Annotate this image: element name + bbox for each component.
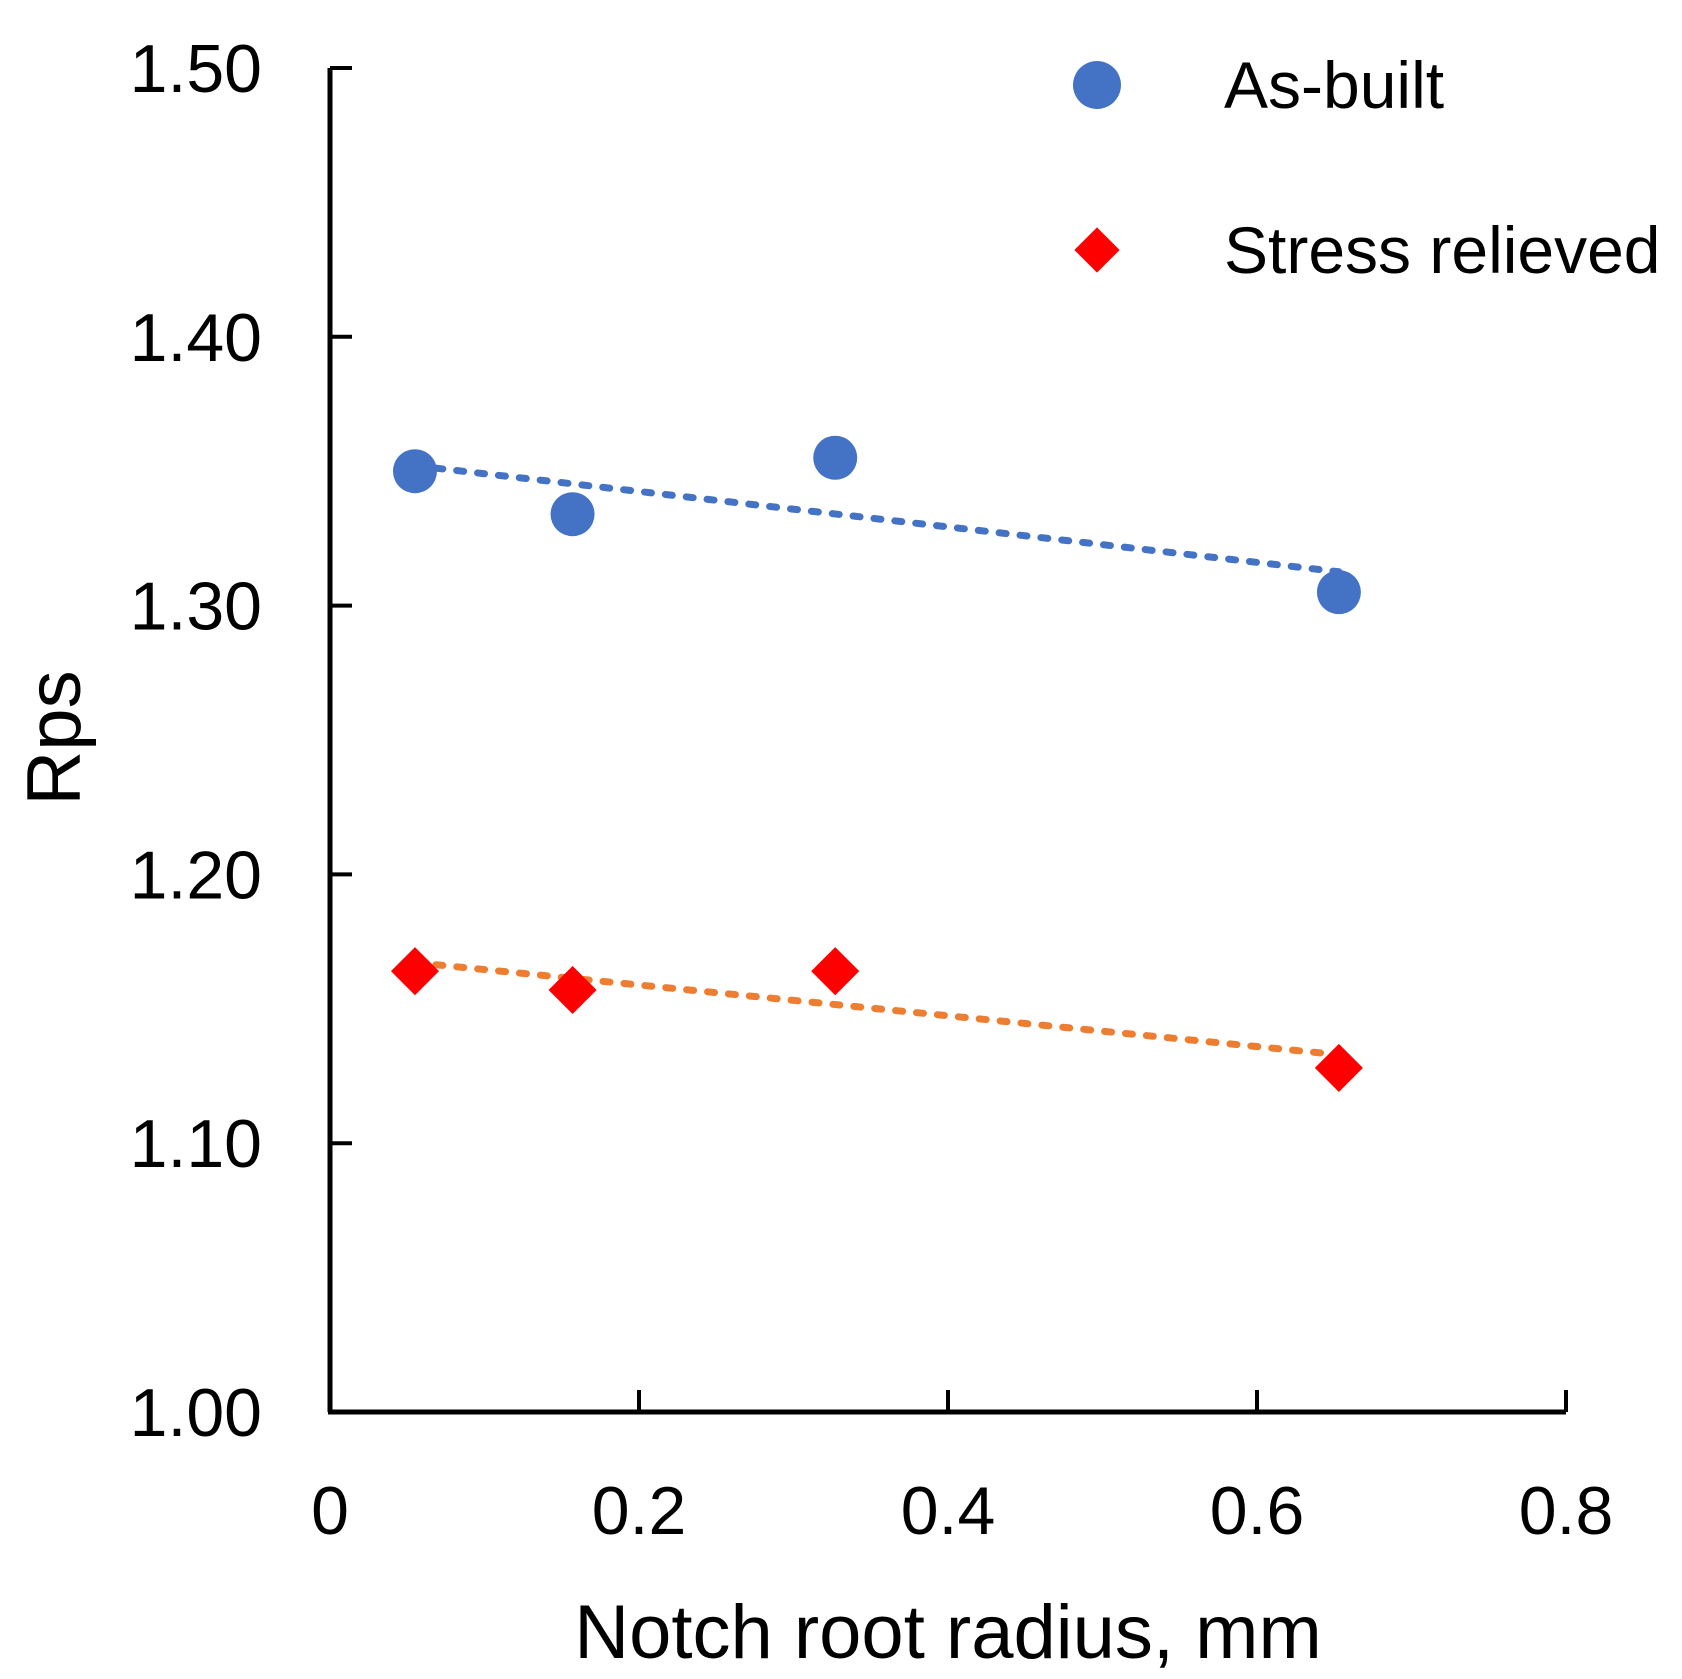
- y-axis-title: Rps: [12, 670, 97, 805]
- x-axis-title: Notch root radius, mm: [574, 1590, 1322, 1675]
- legend-label-stress-relieved: Stress relieved: [1224, 213, 1661, 287]
- y-tick-label: 1.30: [130, 569, 262, 645]
- data-points: [390, 435, 1363, 1092]
- data-point-as-built: [550, 492, 595, 537]
- x-tick-label: 0: [311, 1473, 349, 1549]
- data-point-as-built: [1316, 570, 1361, 615]
- x-tick-label: 0.4: [901, 1473, 996, 1549]
- data-point-stress-relieved: [811, 947, 860, 996]
- x-tick-label: 0.6: [1210, 1473, 1305, 1549]
- x-tick-label: 0.8: [1519, 1473, 1614, 1549]
- legend: As-built Stress relieved: [1073, 48, 1661, 287]
- data-point-as-built: [392, 449, 437, 494]
- data-point-stress-relieved: [548, 965, 597, 1015]
- data-point-as-built: [813, 435, 858, 480]
- data-point-stress-relieved: [390, 947, 440, 996]
- legend-label-as-built: As-built: [1224, 48, 1444, 122]
- trendline-stress-relieved: [411, 959, 1343, 1059]
- legend-marker-stress-relieved: [1074, 227, 1120, 273]
- trendlines: [411, 462, 1343, 1059]
- x-tick-label: 0.2: [592, 1473, 687, 1549]
- legend-marker-as-built: [1073, 61, 1121, 109]
- y-ticks: 1.00 1.10 1.20 1.30 1.40 1.50: [130, 31, 352, 1451]
- y-tick-label: 1.10: [130, 1106, 262, 1182]
- y-tick-label: 1.20: [130, 837, 262, 913]
- y-tick-label: 1.00: [130, 1375, 262, 1451]
- y-tick-label: 1.40: [130, 300, 262, 376]
- y-tick-label: 1.50: [130, 31, 262, 107]
- x-ticks: 0 0.2 0.4 0.6 0.8: [311, 1390, 1613, 1549]
- trendline-as-built: [411, 462, 1343, 576]
